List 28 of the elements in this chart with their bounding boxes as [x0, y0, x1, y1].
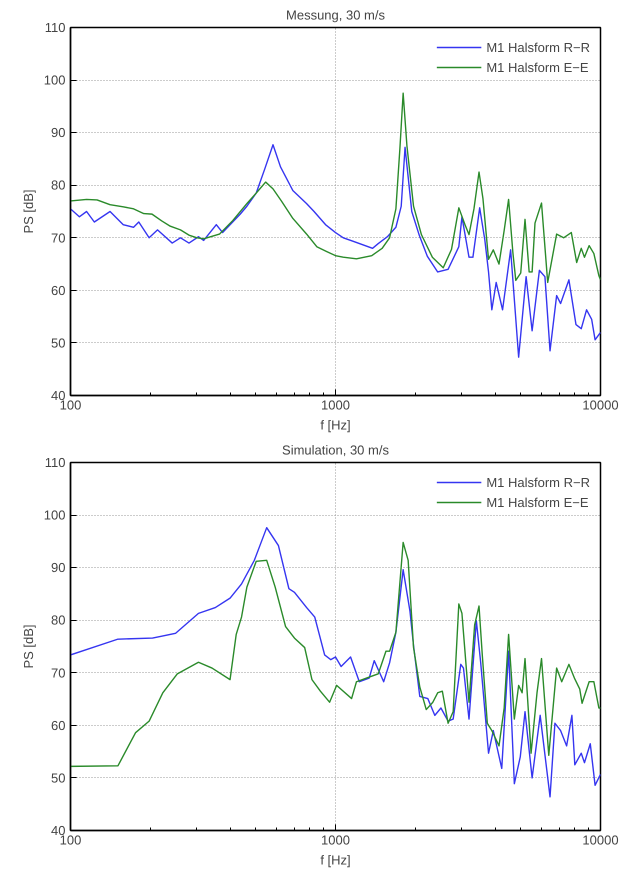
- y-tick-label: 90: [51, 560, 66, 576]
- chart-title: Messung, 30 m/s: [286, 8, 386, 22]
- y-axis-title: PS [dB]: [20, 189, 36, 234]
- y-tick-label: 90: [51, 125, 66, 140]
- y-tick-label: 100: [44, 72, 66, 88]
- x-tick-label: 1000: [321, 832, 350, 848]
- legend-label: M1 Halsform R−R: [486, 40, 590, 54]
- y-tick-label: 80: [51, 612, 66, 628]
- y-tick-label: 70: [51, 230, 66, 246]
- legend-label: M1 Halsform E−E: [486, 494, 589, 510]
- y-tick-label: 60: [51, 718, 66, 733]
- y-tick-label: 50: [51, 770, 66, 786]
- chart-title: Simulation, 30 m/s: [282, 442, 390, 458]
- y-tick-label: 110: [44, 455, 66, 470]
- x-tick-label: 10000: [582, 398, 619, 412]
- y-tick-label: 110: [44, 20, 66, 35]
- y-tick-label: 50: [51, 335, 66, 350]
- y-tick-label: 100: [44, 508, 66, 523]
- legend-label: M1 Halsform E−E: [486, 60, 589, 74]
- y-tick-label: 80: [51, 178, 66, 193]
- x-tick-label: 1000: [321, 398, 350, 412]
- x-axis-title: f [Hz]: [320, 418, 351, 432]
- x-tick-label: 10000: [582, 832, 619, 848]
- y-tick-label: 70: [51, 665, 66, 680]
- legend-label: M1 Halsform R−R: [486, 474, 590, 490]
- x-axis-title: f [Hz]: [320, 852, 351, 868]
- y-tick-label: 60: [51, 282, 66, 298]
- y-axis-title: PS [dB]: [20, 624, 36, 669]
